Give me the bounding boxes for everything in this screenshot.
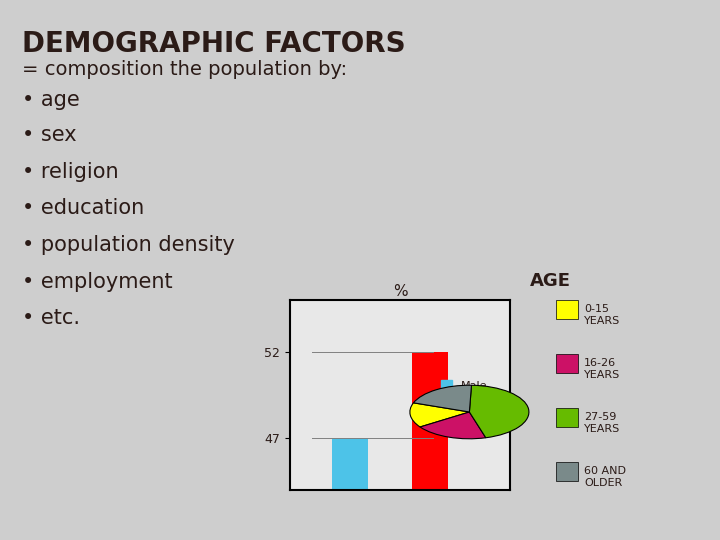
FancyBboxPatch shape <box>557 300 578 319</box>
Text: 0-15
YEARS: 0-15 YEARS <box>584 304 621 326</box>
Wedge shape <box>420 412 486 439</box>
Text: 27-59
YEARS: 27-59 YEARS <box>584 412 621 434</box>
Text: • age: • age <box>22 90 80 110</box>
Text: AGE: AGE <box>529 272 570 289</box>
Text: • sex: • sex <box>22 125 76 145</box>
Wedge shape <box>413 385 472 412</box>
Legend: Male, Female: Male, Female <box>438 376 505 414</box>
Text: 60 AND
OLDER: 60 AND OLDER <box>584 466 626 488</box>
Text: • religion: • religion <box>22 162 119 182</box>
Text: • etc.: • etc. <box>22 308 80 328</box>
Title: %: % <box>392 284 408 299</box>
Text: • education: • education <box>22 198 144 218</box>
Wedge shape <box>410 403 469 427</box>
FancyBboxPatch shape <box>557 354 578 373</box>
Text: = composition the population by:: = composition the population by: <box>22 60 347 79</box>
Text: • employment: • employment <box>22 272 173 292</box>
FancyBboxPatch shape <box>557 462 578 481</box>
Text: • population density: • population density <box>22 235 235 255</box>
Text: DEMOGRAPHIC FACTORS: DEMOGRAPHIC FACTORS <box>22 30 405 58</box>
Bar <box>332 438 368 540</box>
Text: 16-26
YEARS: 16-26 YEARS <box>584 358 621 380</box>
Wedge shape <box>469 385 529 438</box>
FancyBboxPatch shape <box>557 408 578 427</box>
Bar <box>412 352 448 540</box>
